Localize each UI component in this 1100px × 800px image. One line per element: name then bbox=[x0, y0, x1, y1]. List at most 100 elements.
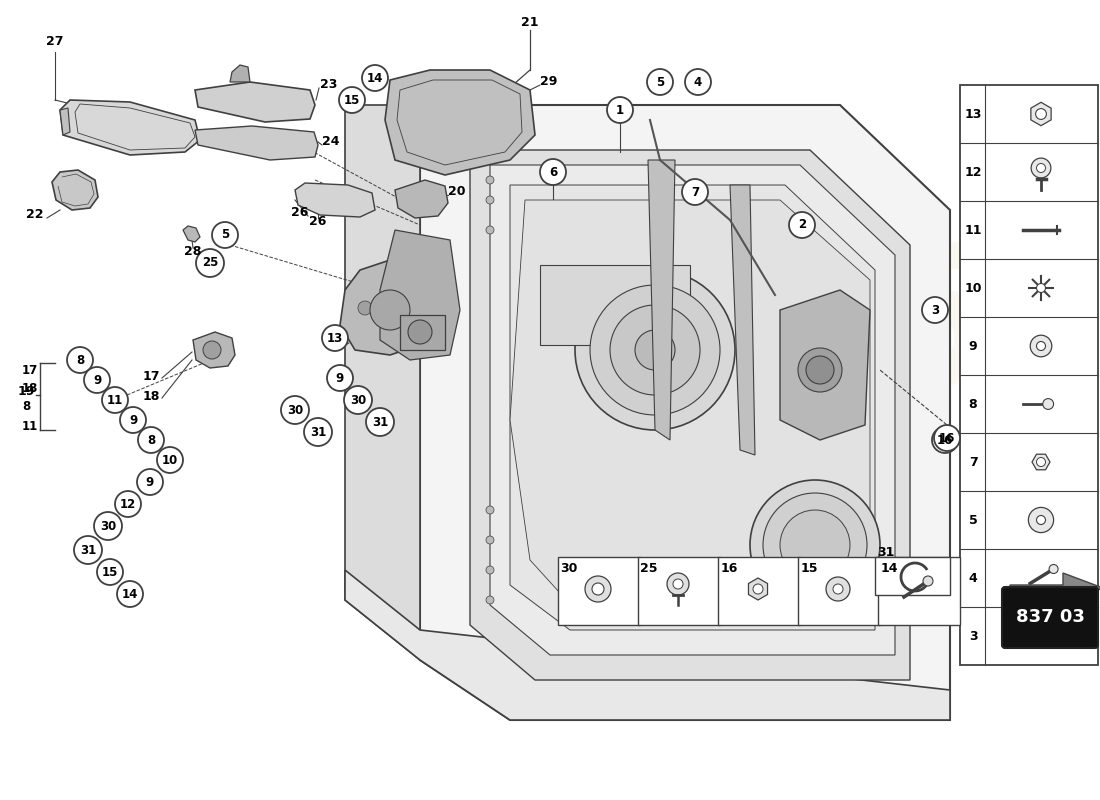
Text: 5: 5 bbox=[656, 75, 664, 89]
Circle shape bbox=[780, 510, 850, 580]
Text: 15: 15 bbox=[102, 566, 118, 578]
Circle shape bbox=[1036, 342, 1045, 350]
Circle shape bbox=[685, 69, 711, 95]
Circle shape bbox=[592, 583, 604, 595]
Polygon shape bbox=[1031, 102, 1052, 126]
Text: 27: 27 bbox=[46, 35, 64, 48]
Circle shape bbox=[486, 196, 494, 204]
Bar bbox=[558, 557, 640, 625]
Bar bbox=[540, 265, 690, 345]
Text: 8: 8 bbox=[147, 434, 155, 446]
Circle shape bbox=[754, 584, 763, 594]
Polygon shape bbox=[420, 105, 950, 720]
Circle shape bbox=[344, 386, 372, 414]
Circle shape bbox=[486, 506, 494, 514]
Circle shape bbox=[682, 179, 708, 205]
Text: 14: 14 bbox=[122, 587, 139, 601]
Text: 11: 11 bbox=[107, 394, 123, 406]
Text: 9: 9 bbox=[146, 475, 154, 489]
Text: 25: 25 bbox=[201, 257, 218, 270]
Text: 5: 5 bbox=[221, 229, 229, 242]
Polygon shape bbox=[345, 570, 950, 720]
Circle shape bbox=[1036, 458, 1045, 466]
Text: 18: 18 bbox=[143, 390, 160, 403]
Circle shape bbox=[826, 577, 850, 601]
Text: 12: 12 bbox=[965, 166, 981, 178]
Text: 9: 9 bbox=[336, 371, 344, 385]
Text: 16: 16 bbox=[720, 562, 738, 575]
Text: 31: 31 bbox=[878, 546, 894, 558]
Text: 28: 28 bbox=[185, 245, 201, 258]
Polygon shape bbox=[183, 226, 200, 242]
Circle shape bbox=[74, 536, 102, 564]
Text: 16: 16 bbox=[938, 431, 955, 445]
Text: 19: 19 bbox=[18, 385, 35, 398]
Circle shape bbox=[280, 396, 309, 424]
Text: 11: 11 bbox=[22, 419, 38, 433]
Text: 30: 30 bbox=[560, 562, 578, 575]
Text: 85: 85 bbox=[735, 236, 1005, 424]
Polygon shape bbox=[60, 108, 70, 135]
Polygon shape bbox=[748, 578, 768, 600]
Polygon shape bbox=[340, 255, 434, 355]
Bar bbox=[960, 85, 1098, 665]
Circle shape bbox=[610, 305, 700, 395]
Polygon shape bbox=[195, 82, 315, 122]
Text: 16: 16 bbox=[937, 434, 954, 446]
Bar bbox=[638, 557, 721, 625]
Circle shape bbox=[647, 69, 673, 95]
Circle shape bbox=[327, 365, 353, 391]
Circle shape bbox=[116, 491, 141, 517]
Circle shape bbox=[607, 97, 632, 123]
Text: 9: 9 bbox=[92, 374, 101, 386]
Circle shape bbox=[120, 407, 146, 433]
Polygon shape bbox=[730, 185, 755, 455]
Circle shape bbox=[394, 301, 408, 315]
Text: 20: 20 bbox=[448, 185, 465, 198]
Circle shape bbox=[102, 387, 128, 413]
Text: 21: 21 bbox=[521, 15, 539, 29]
Text: 15: 15 bbox=[801, 562, 817, 575]
Polygon shape bbox=[1032, 454, 1050, 470]
Circle shape bbox=[97, 559, 123, 585]
Circle shape bbox=[322, 325, 348, 351]
Circle shape bbox=[67, 347, 94, 373]
Circle shape bbox=[1036, 515, 1045, 525]
Bar bbox=[400, 315, 446, 350]
Circle shape bbox=[304, 418, 332, 446]
Text: 1: 1 bbox=[616, 103, 624, 117]
Circle shape bbox=[196, 249, 224, 277]
Text: 13: 13 bbox=[965, 107, 981, 121]
Circle shape bbox=[212, 222, 238, 248]
Text: 7: 7 bbox=[969, 455, 978, 469]
Bar bbox=[718, 557, 800, 625]
Text: 10: 10 bbox=[162, 454, 178, 466]
Circle shape bbox=[138, 469, 163, 495]
Polygon shape bbox=[60, 100, 200, 155]
Text: 31: 31 bbox=[80, 543, 96, 557]
Text: 17: 17 bbox=[22, 363, 38, 377]
Text: 4: 4 bbox=[969, 571, 978, 585]
Polygon shape bbox=[195, 126, 318, 160]
Circle shape bbox=[932, 427, 958, 453]
Circle shape bbox=[1031, 335, 1052, 357]
Circle shape bbox=[486, 596, 494, 604]
Circle shape bbox=[789, 212, 815, 238]
Circle shape bbox=[590, 285, 720, 415]
Text: 29: 29 bbox=[540, 75, 558, 88]
Circle shape bbox=[138, 427, 164, 453]
Circle shape bbox=[1035, 109, 1046, 119]
Circle shape bbox=[667, 573, 689, 595]
Circle shape bbox=[763, 493, 867, 597]
Circle shape bbox=[486, 226, 494, 234]
Text: 15: 15 bbox=[344, 94, 360, 106]
Circle shape bbox=[833, 584, 843, 594]
Text: 8: 8 bbox=[22, 401, 31, 414]
Text: 7: 7 bbox=[691, 186, 700, 198]
Text: 8: 8 bbox=[76, 354, 84, 366]
Bar bbox=[798, 557, 880, 625]
Circle shape bbox=[486, 536, 494, 544]
Text: 6: 6 bbox=[549, 166, 557, 178]
Circle shape bbox=[673, 579, 683, 589]
Circle shape bbox=[1049, 565, 1058, 574]
